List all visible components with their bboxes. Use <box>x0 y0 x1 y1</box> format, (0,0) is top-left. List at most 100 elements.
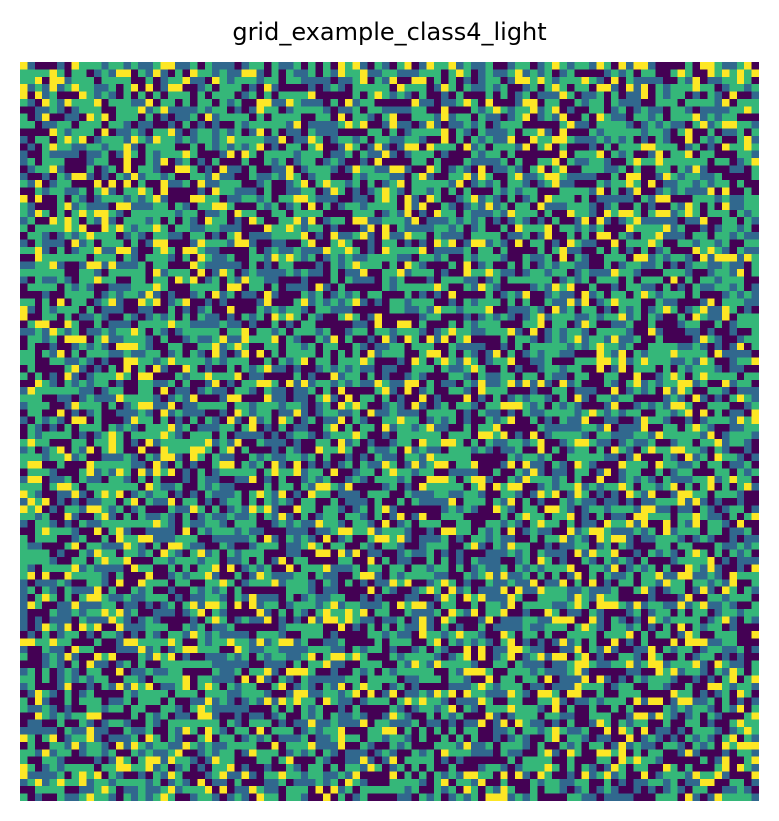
heatmap-cell <box>389 62 397 70</box>
heatmap-cell <box>271 187 279 196</box>
heatmap-cell <box>234 84 242 92</box>
heatmap-cell <box>337 209 346 218</box>
heatmap-cell <box>426 180 434 188</box>
heatmap-cell <box>189 379 198 388</box>
heatmap-cell <box>648 62 656 70</box>
heatmap-cell <box>470 62 479 70</box>
heatmap-cell <box>352 387 360 395</box>
heatmap-cell <box>611 187 619 196</box>
heatmap-cell <box>603 350 612 358</box>
heatmap-cell <box>189 335 198 343</box>
heatmap-cell <box>167 121 176 129</box>
heatmap-cell <box>167 231 176 240</box>
heatmap-cell <box>241 69 250 77</box>
heatmap-cell <box>42 239 50 247</box>
heatmap-cell <box>145 372 154 380</box>
heatmap-cell <box>153 76 161 85</box>
heatmap-cell <box>625 106 634 114</box>
heatmap-cell <box>433 106 442 114</box>
heatmap-cell <box>677 394 686 402</box>
heatmap-cell <box>648 195 656 203</box>
heatmap-cell <box>300 342 309 351</box>
heatmap-cell <box>219 91 227 99</box>
heatmap-cell <box>56 424 65 432</box>
heatmap-cell <box>448 387 457 395</box>
heatmap-cell <box>204 135 213 144</box>
heatmap-cell <box>618 342 627 351</box>
heatmap-cell <box>515 239 523 247</box>
heatmap-cell <box>411 401 420 410</box>
heatmap-cell <box>108 394 117 402</box>
heatmap-cell <box>27 401 35 410</box>
heatmap-cell <box>293 328 301 336</box>
heatmap-cell <box>241 416 250 425</box>
heatmap-cell <box>71 342 80 351</box>
heatmap-cell <box>714 387 723 395</box>
heatmap-cell <box>256 135 264 144</box>
heatmap-cell <box>116 150 124 159</box>
heatmap-cell <box>729 231 737 240</box>
heatmap-cell <box>204 424 213 432</box>
heatmap-cell <box>640 76 649 85</box>
heatmap-cell <box>662 165 671 173</box>
heatmap-cell <box>685 135 693 144</box>
heatmap-cell <box>389 180 397 188</box>
heatmap-cell <box>293 261 301 269</box>
heatmap-cell <box>426 143 434 151</box>
heatmap-cell <box>714 121 723 129</box>
heatmap-cell <box>522 350 530 358</box>
heatmap-cell <box>241 135 250 144</box>
heatmap-cell <box>603 372 612 380</box>
heatmap-cell <box>367 91 375 99</box>
heatmap-cell <box>662 379 671 388</box>
heatmap-cell <box>130 409 139 417</box>
heatmap-cell <box>581 298 590 306</box>
heatmap-cell <box>123 165 131 173</box>
heatmap-cell <box>485 135 494 144</box>
heatmap-cell <box>138 98 146 107</box>
heatmap-cell <box>359 283 368 292</box>
heatmap-cell <box>589 254 597 262</box>
heatmap-cell <box>93 291 102 299</box>
heatmap-cell <box>389 342 397 351</box>
heatmap-cell <box>300 231 309 240</box>
heatmap-cell <box>559 372 567 380</box>
heatmap-cell <box>492 209 501 218</box>
heatmap-cell <box>662 158 671 166</box>
heatmap-cell <box>42 387 50 395</box>
heatmap-cell <box>751 143 759 151</box>
heatmap-cell <box>79 195 87 203</box>
heatmap-cell <box>633 387 641 395</box>
heatmap-cell <box>589 209 597 218</box>
heatmap-cell <box>441 276 449 284</box>
heatmap-cell <box>581 150 590 159</box>
heatmap-cell <box>345 350 353 358</box>
heatmap-cell <box>322 91 331 99</box>
heatmap-cell <box>34 231 43 240</box>
heatmap-cell <box>160 298 168 306</box>
heatmap-cell <box>707 195 715 203</box>
heatmap-cell <box>537 209 545 218</box>
heatmap-cell <box>130 158 139 166</box>
heatmap-cell <box>204 180 213 188</box>
heatmap-cell <box>278 276 287 284</box>
heatmap-cell <box>175 291 183 299</box>
heatmap-cell <box>625 313 634 321</box>
heatmap-cell <box>633 424 641 432</box>
heatmap-cell <box>441 98 449 107</box>
heatmap-cell <box>692 335 700 343</box>
heatmap-cell <box>345 165 353 173</box>
heatmap-cell <box>722 150 730 159</box>
heatmap-cell <box>625 357 634 366</box>
heatmap-cell <box>293 246 301 255</box>
heatmap-cell <box>42 187 50 196</box>
heatmap-cell <box>529 121 538 129</box>
heatmap-cell <box>256 98 264 107</box>
heatmap-cell <box>596 158 604 166</box>
heatmap-cell <box>751 69 759 77</box>
heatmap-cell <box>537 231 545 240</box>
heatmap-cell <box>677 172 686 181</box>
heatmap-cell <box>433 276 442 284</box>
heatmap-cell <box>426 91 434 99</box>
heatmap-cell <box>426 357 434 366</box>
